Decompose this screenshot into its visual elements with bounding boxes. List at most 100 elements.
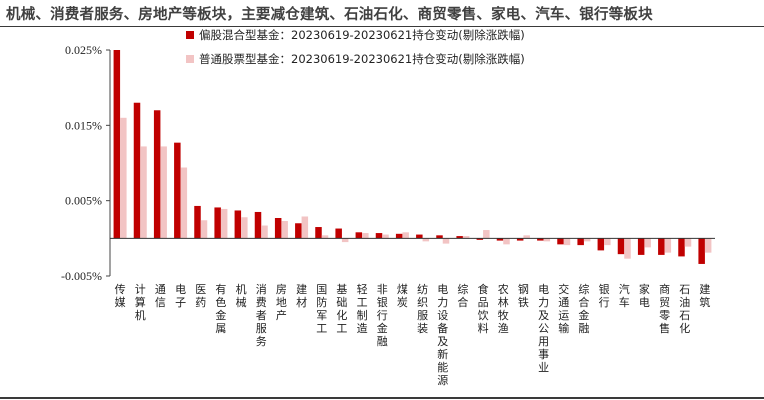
bar-series-2	[180, 167, 188, 239]
bar-series-2	[382, 234, 389, 239]
bar-series-2	[241, 217, 248, 239]
y-tick-label: 0.005%	[65, 194, 102, 208]
bar-series-1	[476, 238, 484, 240]
bar-series-2	[462, 236, 470, 239]
bar-series-1	[637, 238, 645, 255]
category-label: 轻工制造	[357, 282, 368, 335]
category-label: 农林牧渔	[498, 282, 509, 335]
bar-series-1	[698, 238, 705, 264]
category-label: 机械	[236, 282, 247, 309]
bar-series-1	[416, 234, 423, 239]
category-label: 汽车	[619, 282, 630, 309]
category-label: 计算机	[135, 283, 146, 322]
bar-series-1	[395, 233, 403, 239]
bar-series-1	[214, 207, 221, 239]
bar-series-1	[174, 142, 181, 239]
category-label: 纺织服装	[417, 282, 428, 335]
bar-series-1	[678, 238, 685, 257]
bar-series-1	[658, 238, 665, 255]
bar-series-1	[436, 235, 443, 239]
bar-series-1	[355, 232, 363, 239]
legend: 偏股混合型基金：20230619-20230621持仓变动(剔除涨跌幅) 普通股票…	[186, 28, 525, 66]
bar-series-2	[503, 238, 510, 245]
y-tick-label: -0.005%	[61, 269, 102, 283]
bar-series-1	[315, 227, 322, 239]
bar-series-2	[281, 221, 288, 239]
bar-series-2	[301, 216, 309, 239]
bar-series-2	[704, 238, 712, 253]
y-tick-label: 0.015%	[65, 118, 102, 132]
bottom-rule	[0, 397, 764, 399]
bars	[113, 50, 712, 264]
category-label: 电力及公用事业	[538, 283, 549, 374]
legend-label: 偏股混合型基金：20230619-20230621持仓变动(剔除涨跌幅)	[199, 28, 525, 42]
bar-series-1	[456, 236, 463, 239]
category-label: 有色金属	[215, 282, 226, 335]
bar-series-2	[644, 238, 651, 248]
category-label: 商贸零售	[659, 282, 670, 335]
category-label: 石油石化	[679, 283, 690, 335]
legend-label: 普通股票型基金：20230619-20230621持仓变动(剔除涨跌幅)	[199, 52, 525, 66]
category-label: 非银行金融	[377, 283, 388, 348]
bar-series-2	[604, 238, 611, 246]
category-label: 综合	[457, 282, 468, 309]
legend-swatch	[186, 31, 194, 39]
category-label: 通信	[155, 283, 166, 309]
bar-series-2	[140, 146, 147, 239]
bar-series-2	[442, 238, 450, 244]
bar-series-2	[261, 225, 268, 239]
bar-series-2	[563, 238, 571, 246]
bar-series-1	[557, 238, 564, 245]
category-label: 传媒	[115, 283, 126, 309]
bar-series-2	[664, 238, 672, 253]
bar-series-2	[220, 208, 228, 239]
y-axis: 0.025% 0.015% 0.005% -0.005%	[61, 43, 111, 283]
category-label: 建材	[296, 282, 307, 309]
category-label: 家电	[639, 282, 650, 309]
bar-series-2	[160, 146, 167, 239]
bar-series-1	[274, 217, 282, 239]
bar-series-2	[120, 117, 127, 239]
bar-series-2	[684, 238, 692, 247]
bar-series-2	[362, 233, 369, 239]
category-label: 电子	[175, 283, 186, 309]
category-label: 国防军工	[316, 283, 327, 335]
category-label: 银行	[599, 282, 610, 309]
bar-series-1	[113, 50, 121, 239]
category-label: 钢铁	[518, 283, 529, 309]
bar-series-2	[422, 238, 430, 242]
bar-series-2	[624, 238, 631, 259]
category-label: 煤炭	[397, 283, 408, 309]
category-label: 建筑	[699, 282, 710, 309]
bar-series-1	[375, 233, 383, 239]
bar-series-1	[496, 238, 504, 241]
category-label: 食品饮料	[478, 282, 489, 335]
y-tick-label: 0.025%	[65, 43, 102, 57]
bar-series-1	[577, 238, 584, 246]
chart-title: 机械、消费者服务、房地产等板块，主要减仓建筑、石油石化、商贸零售、家电、汽车、银…	[6, 7, 653, 23]
category-label: 消费者服务	[256, 282, 267, 348]
category-label: 房地产	[276, 283, 287, 322]
category-labels: 传媒计算机通信电子医药有色金属机械消费者服务房地产建材国防军工基础化工轻工制造非…	[115, 282, 711, 387]
bar-series-2	[523, 235, 530, 239]
legend-swatch	[186, 55, 194, 63]
bar-series-1	[516, 238, 524, 241]
category-label: 基础化工	[336, 283, 347, 335]
bar-series-2	[583, 238, 591, 242]
bar-series-2	[543, 238, 551, 242]
bar-series-1	[617, 238, 625, 255]
category-label: 交通运输	[558, 282, 569, 335]
category-label: 医药	[195, 283, 206, 309]
bar-series-1	[254, 211, 262, 239]
bar-series-2	[341, 238, 349, 243]
bar-series-1	[153, 110, 161, 239]
bar-series-1	[133, 102, 141, 239]
bar-series-2	[200, 220, 208, 239]
title-bar: 机械、消费者服务、房地产等板块，主要减仓建筑、石油石化、商贸零售、家电、汽车、银…	[0, 0, 764, 27]
bar-series-2	[402, 232, 409, 239]
bar-series-2	[321, 235, 329, 239]
bar-series-1	[537, 238, 544, 241]
category-label: 综合金融	[578, 282, 589, 335]
bar-series-1	[295, 223, 302, 239]
